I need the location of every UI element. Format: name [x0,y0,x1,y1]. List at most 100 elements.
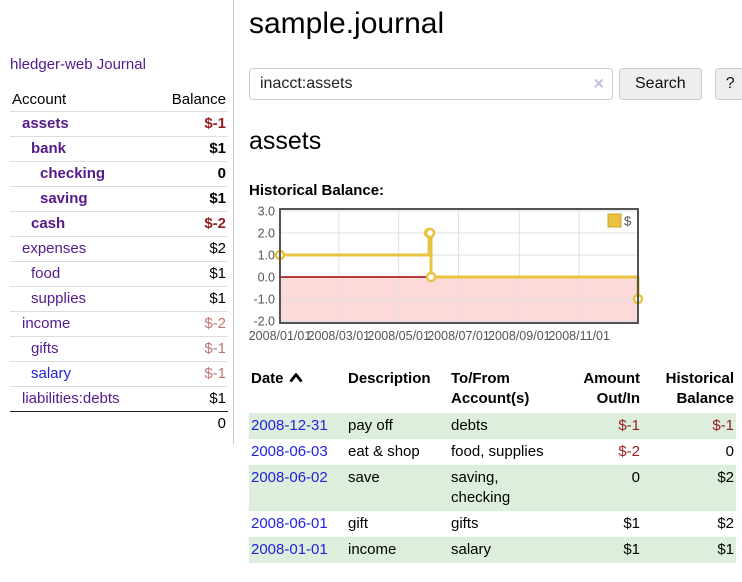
transaction-accounts: saving, checking [451,469,511,506]
description-column-header: Description [348,370,431,387]
svg-text:2008/01/01: 2008/01/01 [249,329,312,343]
sidebar-account-link[interactable]: checking [40,165,106,182]
transaction-description: eat & shop [348,443,420,460]
transaction-row: 2008-12-31 pay off debts $-1 $-1 [249,413,736,439]
sidebar-account-link[interactable]: income [22,315,71,332]
svg-text:2008/05/01: 2008/05/01 [367,329,430,343]
account-balance: $-1 [153,336,228,362]
register-table: Date Description To/From Account(s) Amou… [249,367,736,563]
account-balance: $1 [153,136,228,162]
legend-swatch [607,213,622,228]
account-balance: $-1 [153,361,228,387]
transaction-row: 2008-06-01 gift gifts $1 $2 [249,511,736,537]
sidebar-account-link[interactable]: supplies [31,290,87,307]
transaction-amount: $-2 [618,443,640,460]
sidebar-account-link[interactable]: liabilities:debts [22,390,120,407]
clear-search-icon[interactable]: × [593,73,604,94]
sidebar-account-link[interactable]: food [31,265,61,282]
sidebar-accounts-table: Account Balance assets $-1 bank $1 checking 0… [10,88,228,436]
accounts-column-header: To/From Account(s) [451,370,530,407]
transaction-date-cell: 2008-06-02 [249,465,346,511]
register-body: 2008-12-31 pay off debts $-1 $-1 2008-06-03 ea… [249,413,736,563]
amount-column-header: Amount Out/In [583,370,640,407]
sidebar-account-link[interactable]: expenses [22,240,87,257]
svg-text:1.0: 1.0 [258,249,275,263]
search-input[interactable] [249,68,613,100]
balance-column-header-main: Historical Balance [665,370,734,407]
sidebar-account-link[interactable]: salary [31,365,72,382]
account-column-header: Account [12,91,67,108]
transaction-accounts: gifts [451,515,479,532]
svg-text:-1.0: -1.0 [253,293,275,307]
sidebar-account-row: expenses $2 [10,236,228,262]
transaction-balance: 0 [725,443,734,460]
transaction-row: 2008-01-01 income salary $1 $1 [249,537,736,563]
balance-column-header: Balance [171,91,226,108]
chart-label: Historical Balance: [249,182,385,199]
account-balance: $1 [153,286,228,312]
sidebar-total-row: 0 [10,411,228,436]
account-balance: $2 [153,236,228,262]
sidebar-account-row: salary $-1 [10,361,228,387]
account-balance: $-2 [153,211,228,237]
transaction-row: 2008-06-03 eat & shop food, supplies $-2 0 [249,439,736,465]
transaction-amount: $-1 [618,417,640,434]
search-row: × Search ? [249,68,742,100]
svg-text:-2.0: -2.0 [253,315,275,329]
svg-text:2008/11/01: 2008/11/01 [548,329,610,343]
date-column-header[interactable]: Date [249,367,346,413]
sidebar-account-link[interactable]: saving [40,190,88,207]
transaction-balance: $-1 [712,417,734,434]
transaction-date-link[interactable]: 2008-06-01 [251,515,328,532]
svg-text:$: $ [624,214,632,229]
transaction-row: 2008-06-02 save saving, checking 0 $2 [249,465,736,511]
sidebar-account-row: assets $-1 [10,111,228,137]
account-balance: 0 [153,161,228,187]
main-content: sample.journal × Search ? assets Histori… [234,0,742,563]
transaction-date-link[interactable]: 2008-06-03 [251,443,328,460]
transaction-description: save [348,469,380,486]
total-spacer [10,411,154,436]
sidebar-account-link[interactable]: assets [22,115,69,132]
account-balance: $1 [153,186,228,212]
transaction-amount: 0 [631,469,640,486]
page-title: sample.journal [249,7,445,40]
svg-text:3.0: 3.0 [258,205,275,219]
transaction-accounts: salary [451,541,492,558]
sidebar-account-row: income $-2 [10,311,228,337]
transaction-amount: $1 [623,541,640,558]
sidebar-account-row: food $1 [10,261,228,287]
sidebar-account-row: checking 0 [10,161,228,187]
search-button[interactable]: Search [619,68,702,100]
sidebar-item-journal[interactable]: Journal [96,56,146,73]
sidebar: hledger-web Journal Account Balance asse… [0,0,234,444]
svg-text:2.0: 2.0 [258,227,275,241]
transaction-balance: $1 [717,541,734,558]
transaction-accounts: debts [451,417,488,434]
search-box: × [249,68,613,100]
transaction-date-link[interactable]: 2008-06-02 [251,469,328,486]
historical-balance-chart: $3.0 2.0 1.0 0.0 -1.0 -2.02008/01/012008/03/0… [249,205,644,343]
transaction-date-cell: 2008-01-01 [249,537,346,563]
svg-text:2008/09/01: 2008/09/01 [488,329,551,343]
help-button[interactable]: ? [714,68,742,100]
account-balance: $-2 [153,311,228,337]
sidebar-account-link[interactable]: cash [31,215,66,232]
account-balance: $-1 [153,111,228,137]
account-heading: assets [249,127,322,155]
page: hledger-web Journal Account Balance asse… [0,0,742,563]
sidebar-account-row: supplies $1 [10,286,228,312]
transaction-date-link[interactable]: 2008-12-31 [251,417,328,434]
chart-legend: $ [607,213,632,229]
app-title-link[interactable]: hledger-web [10,56,93,73]
svg-text:0.0: 0.0 [258,271,275,285]
transaction-balance: $2 [717,469,734,486]
transaction-date-cell: 2008-06-01 [249,511,346,537]
sidebar-account-row: cash $-2 [10,211,228,237]
transaction-date-link[interactable]: 2008-01-01 [251,541,328,558]
sidebar-account-link[interactable]: gifts [31,340,59,357]
svg-text:2008/07/01: 2008/07/01 [427,329,490,343]
transaction-balance: $2 [717,515,734,532]
sidebar-accounts-body: assets $-1 bank $1 checking 0 saving $1 cash $-2 e… [10,111,228,412]
sidebar-account-link[interactable]: bank [31,140,67,157]
